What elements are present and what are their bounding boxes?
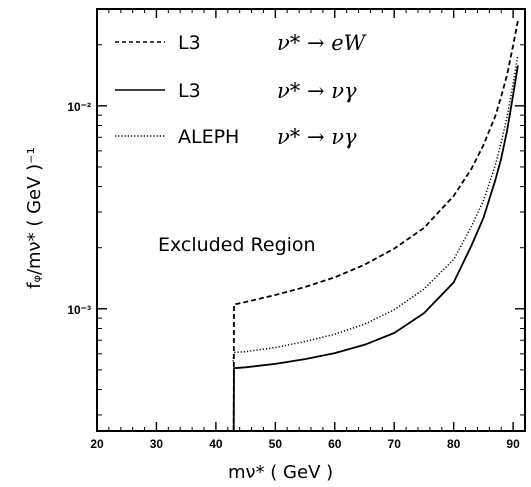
excluded-region-label: Excluded Region [158,234,316,256]
x-tick-label: 60 [328,437,342,451]
legend-label-l3-ew: L3 [178,32,201,54]
series-line-1 [232,65,519,432]
legend: L3 ν* → eW L3 ν* → νγ ALEPH ν* → νγ [115,31,368,149]
x-tick-label: 50 [269,437,283,451]
x-axis-title: mν* ( GeV ) [228,462,333,483]
legend-process-l3-nugamma: ν* → νγ [277,79,357,103]
y-tick-label: 10⁻² [67,100,91,114]
y-tick-label: 10⁻³ [67,303,91,317]
legend-process-aleph-nugamma: ν* → νγ [277,125,357,149]
y-axis-title: fᵩ/mν* ( GeV )⁻¹ [24,147,45,289]
x-tick-label: 90 [506,437,520,451]
plot-frame [96,8,526,432]
series-layer [232,20,519,432]
legend-label-l3-nugamma: L3 [178,80,201,102]
series-line-2 [232,54,519,362]
legend-label-aleph-nugamma: ALEPH [178,126,239,148]
x-tick-label: 40 [209,437,223,451]
legend-process-l3-ew: ν* → eW [277,31,368,55]
x-tick-label: 20 [90,437,104,451]
x-tick-label: 30 [150,437,164,451]
x-tick-label: 70 [388,437,402,451]
x-tick-label: 80 [447,437,461,451]
tick-group: 20 30 40 50 60 70 80 90 10⁻³ 10⁻² [67,8,526,451]
